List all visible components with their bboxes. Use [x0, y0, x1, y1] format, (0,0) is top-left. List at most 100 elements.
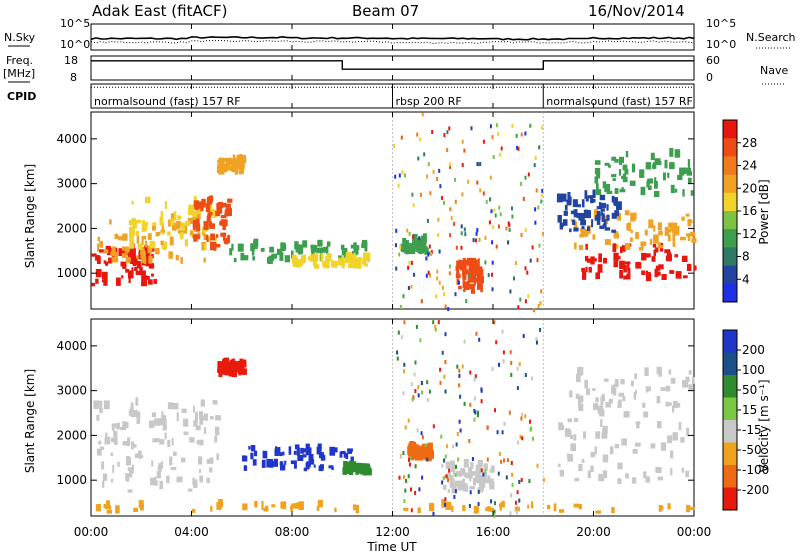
heat-cell: [619, 157, 622, 166]
heat-cell: [172, 222, 177, 231]
heat-cell: [306, 464, 310, 470]
heat-cell: [690, 231, 696, 237]
heat-cell: [261, 459, 266, 468]
heat-cell: [570, 434, 573, 440]
heat-cell: [355, 258, 358, 265]
heat-cell: [131, 200, 134, 205]
heat-cell: [214, 435, 218, 443]
heat-cell: [618, 392, 625, 397]
speckle-cell: [539, 301, 542, 306]
heat-cell: [109, 219, 112, 225]
heat-cell: [364, 466, 367, 473]
heat-cell: [641, 252, 647, 261]
heat-cell: [192, 477, 195, 485]
heat-cell: [218, 157, 224, 163]
heat-cell: [599, 409, 605, 417]
heat-cell: [140, 255, 146, 259]
speckle-cell: [458, 383, 461, 388]
heat-cell: [135, 231, 140, 236]
heat-cell: [651, 256, 656, 262]
noise-series-1: [90, 39, 695, 45]
heat-cell: [674, 222, 678, 227]
speckle-cell: [541, 125, 544, 130]
heat-cell: [97, 236, 101, 242]
heat-cell: [582, 271, 587, 280]
speckle-cell: [478, 337, 481, 342]
speckle-cell: [489, 197, 492, 202]
heat-cell: [622, 173, 626, 182]
speckle-cell: [490, 499, 493, 504]
colorbar-tick-label: 8: [742, 250, 750, 264]
heat-cell: [192, 213, 197, 222]
heat-cell: [95, 255, 100, 261]
speckle-cell: [524, 131, 527, 136]
heat-cell: [624, 168, 629, 175]
heat-cell: [199, 439, 204, 446]
heat-cell: [641, 245, 644, 249]
heat-cell: [403, 244, 409, 254]
speckle-cell: [469, 490, 472, 495]
heat-cell: [97, 400, 103, 408]
heat-cell: [656, 271, 661, 276]
heat-cell: [632, 212, 637, 220]
heat-cell: [362, 260, 367, 265]
heat-cell: [295, 247, 301, 253]
heat-cell: [316, 446, 321, 455]
heat-cell: [102, 480, 105, 488]
heat-cell: [227, 361, 232, 370]
heat-cell: [355, 257, 362, 265]
heat-cell: [310, 244, 313, 249]
heat-cell: [578, 245, 584, 251]
speckle-cell: [484, 469, 487, 474]
heat-cell: [641, 270, 646, 275]
heat-cell: [179, 215, 182, 220]
speckle-cell: [454, 177, 456, 182]
heat-cell: [593, 209, 598, 218]
speckle-cell: [417, 385, 420, 390]
heat-cell: [135, 397, 139, 406]
heat-cell: [629, 180, 636, 186]
heat-cell: [170, 466, 177, 471]
heat-cell: [569, 228, 572, 233]
heat-cell: [295, 444, 300, 450]
heat-cell: [188, 208, 194, 216]
speckle-cell: [408, 457, 410, 462]
heat-cell: [423, 233, 427, 243]
heat-cell: [634, 390, 637, 395]
heat-cell: [120, 427, 123, 431]
speckle-cell: [413, 272, 416, 277]
speckle-cell: [408, 462, 411, 467]
heat-cell: [279, 252, 284, 261]
heat-cell: [611, 229, 616, 233]
speckle-cell: [477, 489, 480, 494]
velocity-heatmap: [93, 319, 696, 518]
heat-cell: [613, 388, 617, 396]
heat-cell: [667, 172, 670, 178]
colorbar-tick-label: -200: [742, 483, 769, 497]
heat-cell: [227, 198, 233, 203]
speckle-cell: [533, 163, 536, 168]
heat-cell: [546, 504, 551, 510]
heat-cell: [316, 505, 320, 511]
heat-cell: [625, 151, 629, 158]
heat-cell: [277, 248, 283, 255]
speckle-cell: [403, 499, 406, 504]
heat-cell: [585, 198, 589, 202]
heat-cell: [461, 468, 465, 472]
heat-cell: [590, 465, 594, 472]
heat-cell: [132, 222, 137, 229]
speckle-cell: [520, 181, 523, 186]
speckle-cell: [427, 162, 430, 167]
heat-cell: [131, 267, 134, 272]
heat-cell: [102, 473, 108, 481]
heat-cell: [654, 177, 657, 183]
heat-cell: [320, 253, 324, 261]
heat-cell: [150, 477, 156, 486]
heat-cell: [665, 385, 671, 392]
noise-traces: [90, 35, 695, 45]
speckle-cell: [498, 451, 501, 456]
heat-cell: [194, 202, 199, 210]
heat-cell: [350, 456, 354, 464]
cpid-mode-label-1: rbsp 200 RF: [396, 95, 462, 108]
heat-cell: [348, 264, 352, 269]
